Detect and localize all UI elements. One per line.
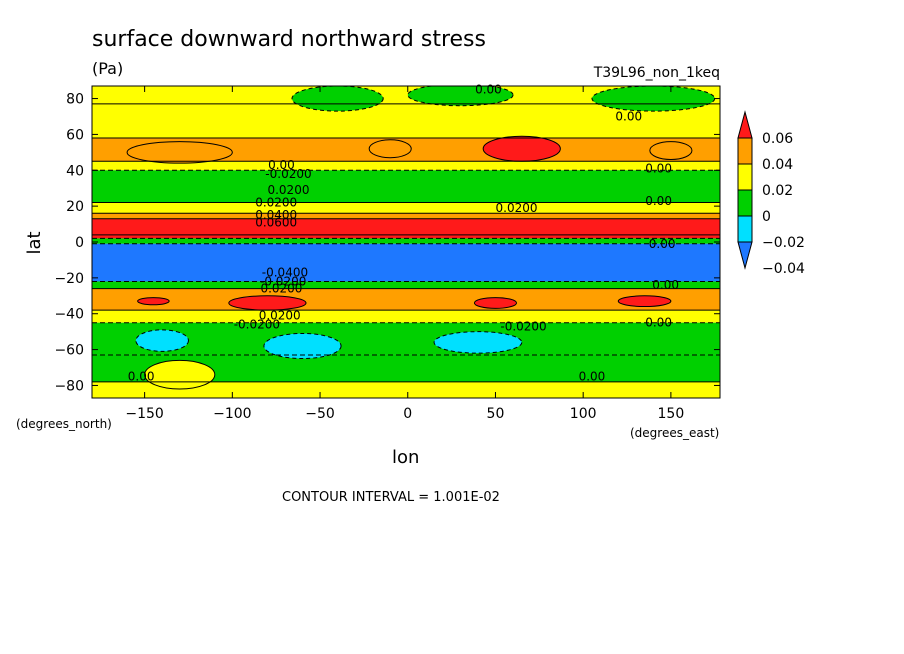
y-axis-title: lat: [24, 231, 45, 254]
colorbar-label: 0.02: [762, 183, 793, 199]
y-tick-label: 80: [66, 92, 84, 108]
zonal-band: [92, 213, 720, 219]
y-axis: −80 −60 −40 −20 0 20 40 60 80: [54, 92, 720, 394]
contour-label: 0.0200: [260, 282, 302, 296]
y-tick-label: −40: [54, 307, 84, 323]
zonal-band: [92, 281, 720, 289]
contour-region: [291, 86, 384, 112]
zonal-band: [92, 218, 720, 235]
colorbar-extend-max: [737, 110, 753, 139]
colorbar-extend-min: [737, 241, 753, 270]
colorbar-label: −0.02: [762, 235, 805, 251]
contour-interval: CONTOUR INTERVAL = 1.001E-02: [282, 490, 500, 505]
contour-region: [368, 139, 412, 159]
contour-label: -0.0400: [262, 265, 308, 279]
zonal-band: [92, 310, 720, 323]
x-axis-title: lon: [392, 447, 419, 468]
contour-label: 0.00: [579, 369, 606, 383]
x-tick-label: 150: [658, 406, 685, 422]
colorbar-label: 0: [762, 209, 771, 225]
y-tick-label: 20: [66, 199, 84, 215]
contour-region: [137, 297, 170, 306]
x-tick-label: −100: [213, 406, 251, 422]
zonal-band: [92, 202, 720, 214]
contour-label: 0.0200: [267, 183, 309, 197]
colorbar-label: 0.06: [762, 131, 793, 147]
colorbar-swatch: [737, 189, 753, 217]
y-tick-label: −60: [54, 343, 84, 359]
contour-label: 0.00: [645, 316, 672, 330]
contour-label: 0.00: [645, 161, 672, 175]
zonal-band: [92, 243, 720, 282]
contour-region: [433, 331, 523, 354]
contour-region: [144, 359, 216, 390]
zonal-band: [92, 234, 720, 239]
contour-region: [407, 86, 514, 107]
y-tick-label: 40: [66, 163, 84, 179]
contour-region: [482, 135, 561, 162]
contour-label: 0.0200: [259, 309, 301, 323]
colorbar-swatch: [737, 163, 753, 191]
contour-label: 0.00: [649, 237, 676, 251]
chart-title: surface downward northward stress: [92, 27, 486, 52]
zonal-band: [92, 238, 720, 244]
zonal-band: [92, 103, 720, 138]
colorbar-swatch: [737, 137, 753, 165]
y-tick-label: −20: [54, 271, 84, 287]
zonal-band: [92, 86, 720, 104]
y-axis-units: (degrees_north): [16, 417, 112, 431]
contour-label: 0.0400: [255, 208, 297, 222]
contour-region: [135, 329, 189, 352]
contour-label: -0.0200: [500, 319, 546, 333]
x-tick-label: 100: [570, 406, 597, 422]
contour-region: [263, 332, 342, 360]
contour-label: 0.00: [128, 369, 155, 383]
dataset-label: T39L96_non_1keq: [593, 65, 720, 81]
x-tick-label: 0: [403, 406, 412, 422]
chart-units: (Pa): [92, 59, 123, 78]
y-tick-label: 60: [66, 127, 84, 143]
contour-region: [591, 86, 716, 112]
contour-label: 0.00: [268, 158, 295, 172]
y-tick-label: −80: [54, 378, 84, 394]
contour-label: 0.00: [615, 109, 642, 123]
x-axis: −150 −100 −50 0 50 100 150: [125, 86, 684, 422]
zonal-band: [92, 381, 720, 398]
contour-region: [473, 297, 518, 309]
zonal-band: [92, 170, 720, 203]
zonal-band: [92, 161, 720, 171]
contour-region: [649, 141, 693, 161]
contour-region: [617, 295, 672, 308]
x-axis-units: (degrees_east): [630, 426, 719, 440]
contour-label: -0.0200: [234, 317, 280, 331]
x-tick-label: −50: [305, 406, 335, 422]
x-tick-label: −150: [125, 406, 163, 422]
contour-label: 0.00: [475, 83, 502, 97]
contour-label: -0.0200: [265, 167, 311, 181]
zonal-band: [92, 322, 720, 355]
colorbar-label: −0.04: [762, 261, 805, 277]
contour-label: -0.0200: [260, 274, 306, 288]
contour-field: [92, 86, 720, 398]
contour-label: 0.00: [652, 278, 679, 292]
x-tick-label: 50: [487, 406, 505, 422]
colorbar: 0.06 0.04 0.02 0 −0.02 −0.04: [737, 110, 805, 277]
contour-region: [126, 141, 233, 164]
contour-label: 0.0200: [255, 196, 297, 210]
colorbar-label: 0.04: [762, 157, 793, 173]
colorbar-swatch: [737, 215, 753, 243]
contour-label: 0.00: [645, 194, 672, 208]
contour-label: 0.0200: [496, 201, 538, 215]
contour-label: 0.0600: [255, 215, 297, 229]
y-tick-label: 0: [75, 235, 84, 251]
